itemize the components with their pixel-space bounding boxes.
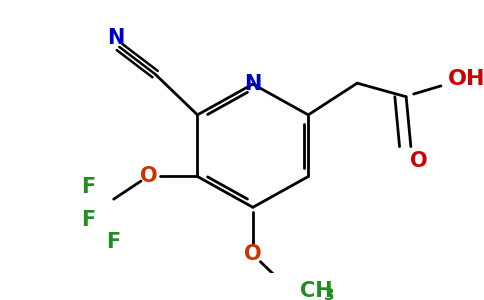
Text: N: N — [244, 74, 261, 94]
Text: F: F — [106, 232, 121, 252]
Text: O: O — [140, 167, 157, 187]
Text: CH: CH — [300, 281, 333, 300]
Text: O: O — [409, 151, 427, 171]
Text: OH: OH — [448, 69, 484, 88]
Text: F: F — [81, 210, 95, 230]
Text: O: O — [244, 244, 262, 264]
Text: F: F — [81, 177, 95, 197]
Text: 3: 3 — [324, 288, 335, 300]
Text: N: N — [107, 28, 124, 48]
